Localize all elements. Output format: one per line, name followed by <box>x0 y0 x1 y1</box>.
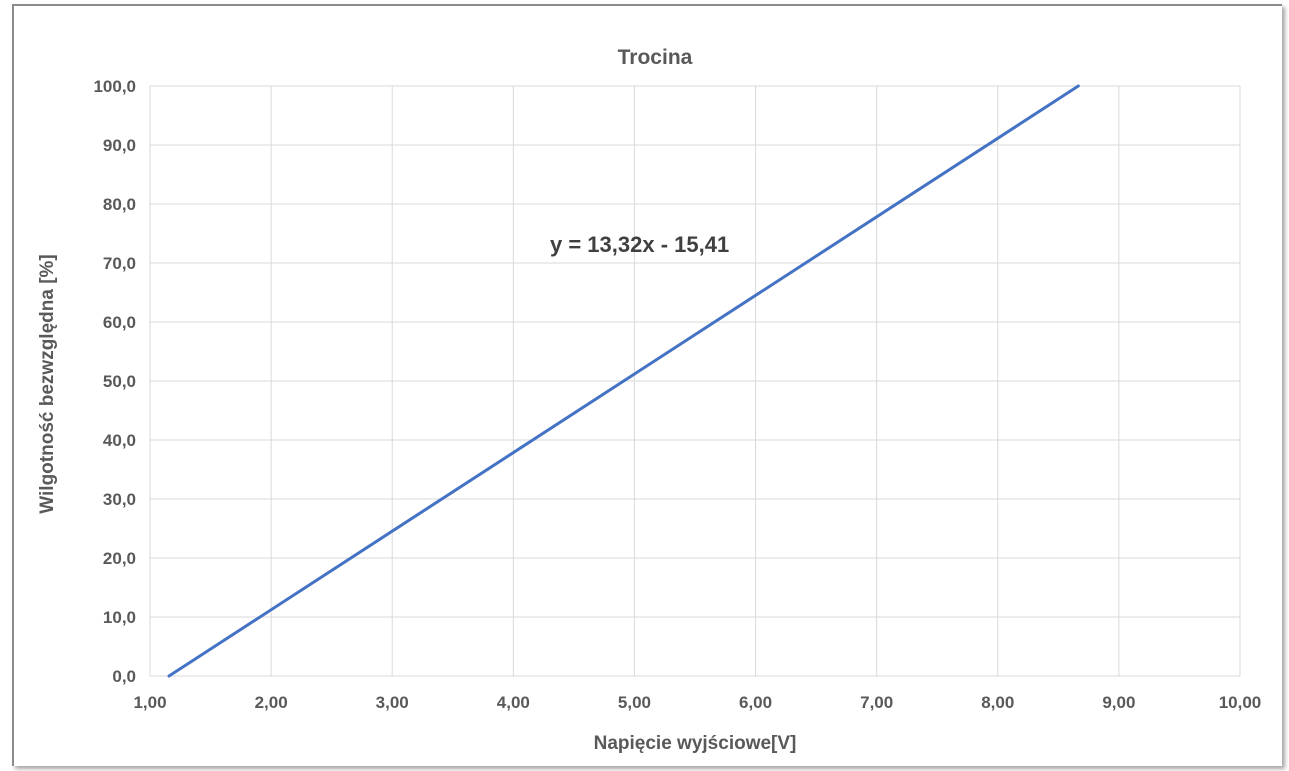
x-tick-label: 6,00 <box>739 693 772 712</box>
y-tick-labels: 0,0 10,0 20,0 30,0 40,0 50,0 60,0 70,0 80,0 90,0 1… <box>93 77 136 686</box>
series-layer <box>167 84 1080 678</box>
chart-title: Trocina <box>618 46 693 69</box>
horizontal-gridlines <box>150 85 1240 677</box>
y-tick-label: 90,0 <box>103 136 136 155</box>
y-tick-label: 60,0 <box>103 313 136 332</box>
chart-frame: 1,00 2,00 3,00 4,00 5,00 6,00 7,00 8,00 9,00 10,0… <box>12 4 1282 766</box>
y-tick-label: 50,0 <box>103 372 136 391</box>
x-tick-label: 7,00 <box>860 693 893 712</box>
y-tick-label: 30,0 <box>103 490 136 509</box>
series-line <box>167 84 1080 678</box>
y-tick-label: 20,0 <box>103 549 136 568</box>
trendline-equation-label: y = 13,32x - 15,41 <box>550 232 729 257</box>
chart-svg: 1,00 2,00 3,00 4,00 5,00 6,00 7,00 8,00 9,00 10,0… <box>37 46 1261 754</box>
y-tick-label: 40,0 <box>103 431 136 450</box>
x-tick-labels: 1,00 2,00 3,00 4,00 5,00 6,00 7,00 8,00 9,00 10,0… <box>133 693 1261 712</box>
y-axis-title: Wilgotność bezwzględna [%] <box>37 254 58 514</box>
x-tick-label: 8,00 <box>981 693 1014 712</box>
x-tick-label: 4,00 <box>497 693 530 712</box>
x-tick-label: 10,00 <box>1219 693 1262 712</box>
y-tick-label: 10,0 <box>103 608 136 627</box>
x-axis-title: Napięcie wyjściowe[V] <box>594 733 797 754</box>
y-tick-label: 70,0 <box>103 254 136 273</box>
x-tick-label: 5,00 <box>618 693 651 712</box>
y-tick-label: 100,0 <box>93 77 136 96</box>
x-tick-label: 9,00 <box>1102 693 1135 712</box>
x-tick-label: 1,00 <box>133 693 166 712</box>
y-tick-label: 0,0 <box>112 667 136 686</box>
x-tick-label: 3,00 <box>376 693 409 712</box>
y-tick-label: 80,0 <box>103 195 136 214</box>
x-tick-label: 2,00 <box>255 693 288 712</box>
